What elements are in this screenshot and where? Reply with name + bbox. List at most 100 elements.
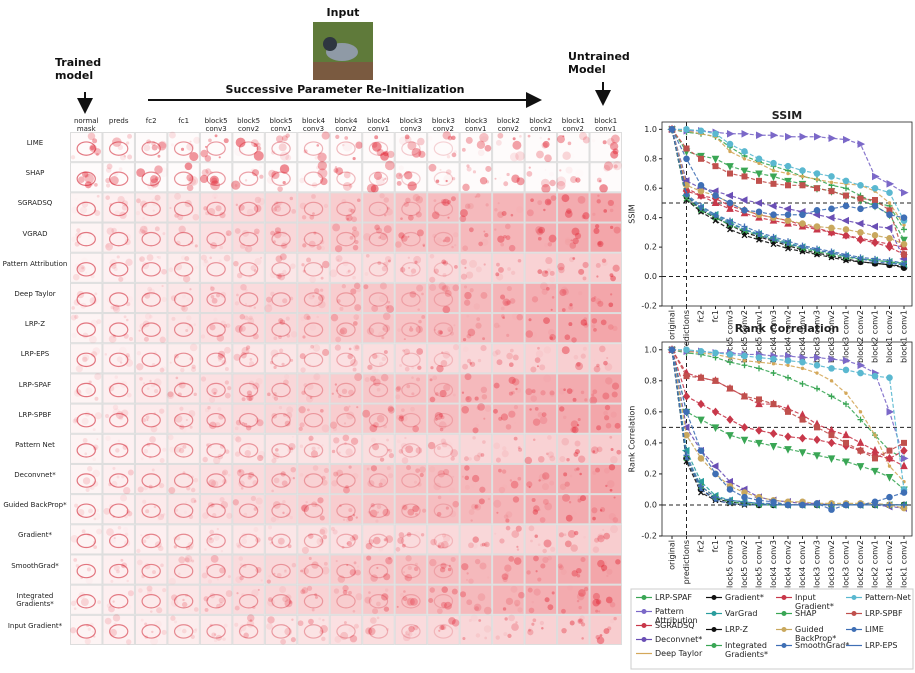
heatmap-blob	[484, 637, 487, 640]
heatmap-blob	[278, 538, 285, 545]
heatmap-blob	[202, 512, 209, 519]
heatmap-blob	[485, 166, 491, 172]
point	[828, 215, 834, 221]
heatmap-blob	[151, 596, 157, 602]
x-tick-label: fc2	[697, 310, 706, 322]
point	[698, 188, 704, 194]
heatmap-blob	[267, 616, 274, 623]
legend-swatch	[775, 625, 793, 634]
heatmap-blob	[535, 407, 539, 411]
point	[684, 432, 690, 438]
point	[829, 439, 835, 446]
heatmap-blob	[581, 557, 586, 562]
heatmap-blob	[81, 257, 88, 264]
heatmap-blob	[605, 377, 612, 384]
heatmap-blob	[543, 209, 545, 211]
heatmap-blob	[363, 284, 368, 289]
heatmap-blob	[355, 142, 362, 149]
x-tick-label: block1 conv1	[900, 540, 909, 593]
heatmap-blob	[108, 483, 111, 486]
heatmap-blob	[454, 244, 456, 246]
heatmap-blob	[496, 512, 498, 514]
point	[829, 433, 834, 438]
heatmap-blob	[540, 416, 548, 424]
point	[757, 178, 762, 183]
point	[816, 249, 818, 251]
heatmap-blob	[417, 229, 424, 236]
heatmap-blob	[189, 514, 194, 519]
heatmap-blob	[448, 136, 453, 141]
heatmap-blob	[189, 152, 198, 161]
legend-item: LRP-SPAF	[635, 593, 705, 602]
heatmap-blob	[592, 599, 599, 606]
heatmap-blob	[288, 544, 292, 548]
heatmap-blob	[159, 408, 164, 413]
heatmap-blob	[149, 315, 153, 319]
heatmap-blob	[578, 606, 581, 609]
heatmap-blob	[117, 196, 124, 203]
heatmap-blob	[512, 141, 521, 150]
heatmap-blob	[614, 164, 618, 168]
heatmap-blob	[402, 544, 406, 548]
heatmap-blob	[413, 489, 416, 492]
heatmap-blob	[415, 468, 420, 473]
heatmap-blob	[550, 547, 555, 552]
heatmap-blob	[582, 262, 588, 268]
heatmap-blob	[592, 517, 596, 521]
heatmap-blob	[478, 359, 481, 362]
heatmap-blob	[96, 529, 102, 535]
heatmap-blob	[453, 344, 459, 350]
reinit-label: Successive Parameter Re-Initialization	[200, 83, 490, 96]
point	[787, 243, 789, 245]
heatmap-blob	[437, 446, 441, 450]
legend-label: VarGrad	[725, 609, 758, 618]
heatmap-blob	[87, 466, 92, 471]
heatmap-blob	[563, 416, 566, 419]
heatmap-blob	[609, 513, 616, 520]
heatmap-blob	[611, 135, 620, 144]
heatmap-blob	[609, 464, 615, 470]
row-label: SGRADSQ	[2, 199, 68, 207]
heatmap-blob	[371, 465, 377, 471]
heatmap-blob	[161, 269, 167, 275]
heatmap-blob	[477, 453, 482, 458]
heatmap-blob	[194, 393, 197, 396]
heatmap-blob	[570, 621, 575, 626]
point	[727, 416, 733, 423]
legend-item: Deep Taylor	[635, 649, 705, 658]
point	[727, 200, 733, 206]
heatmap-blob	[335, 345, 341, 351]
heatmap-blob	[365, 272, 369, 276]
heatmap-blob	[250, 619, 253, 622]
point	[785, 163, 791, 169]
heatmap-blob	[213, 457, 220, 464]
heatmap-blob	[121, 562, 127, 568]
heatmap-blob	[515, 621, 517, 623]
heatmap-blob	[441, 624, 447, 630]
heatmap-blob	[282, 500, 286, 504]
heatmap-blob	[126, 319, 129, 322]
point	[714, 499, 716, 501]
heatmap-blob	[415, 513, 418, 516]
heatmap-blob	[191, 367, 196, 372]
heatmap-blob	[593, 546, 600, 553]
heatmap-blob	[417, 482, 421, 486]
heatmap-blob	[112, 467, 115, 470]
heatmap-blob	[367, 480, 374, 487]
row-label: LIME	[2, 139, 68, 147]
heatmap-blob	[247, 446, 250, 449]
heatmap-blob	[387, 207, 390, 210]
x-tick-label: block3 conv3	[813, 310, 822, 363]
heatmap-blob	[125, 359, 133, 367]
heatmap-blob	[97, 600, 101, 604]
point	[684, 127, 690, 133]
y-tick-label: 0.4	[644, 438, 657, 447]
point	[830, 181, 832, 183]
heatmap-blob	[429, 277, 435, 283]
point	[903, 224, 905, 226]
heatmap-blob	[147, 254, 154, 261]
heatmap-blob	[94, 209, 97, 212]
heatmap-blob	[319, 529, 325, 535]
heatmap-blob	[234, 147, 243, 156]
heatmap-blob	[279, 143, 287, 151]
